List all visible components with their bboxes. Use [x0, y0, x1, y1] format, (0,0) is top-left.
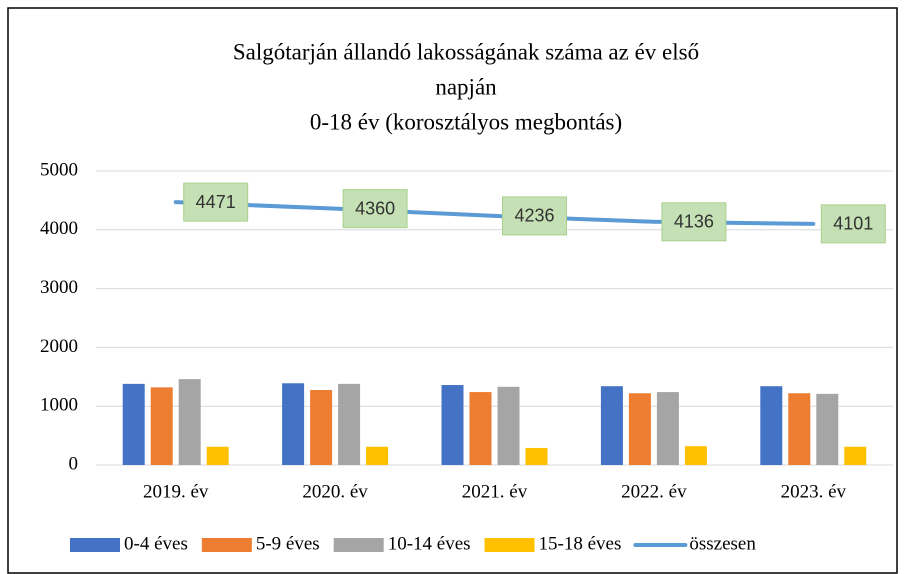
bar	[150, 387, 173, 465]
bar	[366, 446, 389, 465]
bar	[600, 386, 623, 465]
bar	[338, 383, 361, 465]
legend-swatch	[333, 538, 384, 552]
bar	[122, 383, 145, 465]
bar	[844, 446, 867, 465]
data-label-box	[661, 202, 727, 242]
chart-title: 0-18 év (korosztályos megbontás)	[310, 109, 622, 134]
legend-label: 15-18 éves	[539, 533, 622, 554]
data-label-box	[502, 196, 567, 236]
chart-border	[7, 7, 898, 574]
legend-swatch	[70, 538, 120, 552]
bar	[441, 385, 464, 465]
bar	[282, 383, 305, 465]
bar	[684, 446, 707, 465]
chart-title: napján	[435, 74, 497, 99]
y-tick-label: 1000	[40, 395, 78, 416]
legend-swatch	[201, 538, 252, 552]
bar	[469, 392, 492, 465]
y-tick-label: 5000	[40, 159, 78, 180]
data-label-box	[342, 189, 408, 229]
legend-swatch	[484, 538, 535, 552]
bar	[816, 393, 839, 465]
bar	[788, 393, 811, 465]
bar	[656, 392, 679, 465]
legend-label: 0-4 éves	[124, 533, 188, 554]
data-label: 4471	[196, 192, 236, 212]
data-label: 4360	[355, 198, 395, 218]
x-tick-label: 2021. év	[462, 481, 528, 502]
x-tick-label: 2019. év	[143, 481, 209, 502]
legend-label: 10-14 éves	[388, 533, 471, 554]
data-label: 4136	[674, 212, 714, 232]
data-label-box	[820, 204, 886, 244]
legend-label: összesen	[689, 533, 756, 554]
bar	[178, 379, 201, 465]
bar	[760, 386, 783, 465]
legend-label: 5-9 éves	[256, 533, 320, 554]
bar	[497, 386, 520, 465]
bar	[525, 447, 548, 465]
data-label: 4101	[833, 214, 873, 234]
bar	[310, 390, 333, 465]
x-tick-label: 2020. év	[302, 481, 368, 502]
y-tick-label: 0	[69, 453, 79, 474]
chart-title: Salgótarján állandó lakosságának száma a…	[233, 39, 699, 64]
x-tick-label: 2023. év	[781, 481, 847, 502]
data-label: 4236	[514, 206, 554, 226]
bar	[206, 446, 229, 465]
y-tick-label: 3000	[40, 277, 78, 298]
x-tick-label: 2022. év	[621, 481, 687, 502]
bar	[628, 393, 651, 465]
data-label-box	[183, 182, 249, 222]
y-tick-label: 2000	[40, 336, 78, 357]
y-tick-label: 4000	[40, 218, 78, 239]
